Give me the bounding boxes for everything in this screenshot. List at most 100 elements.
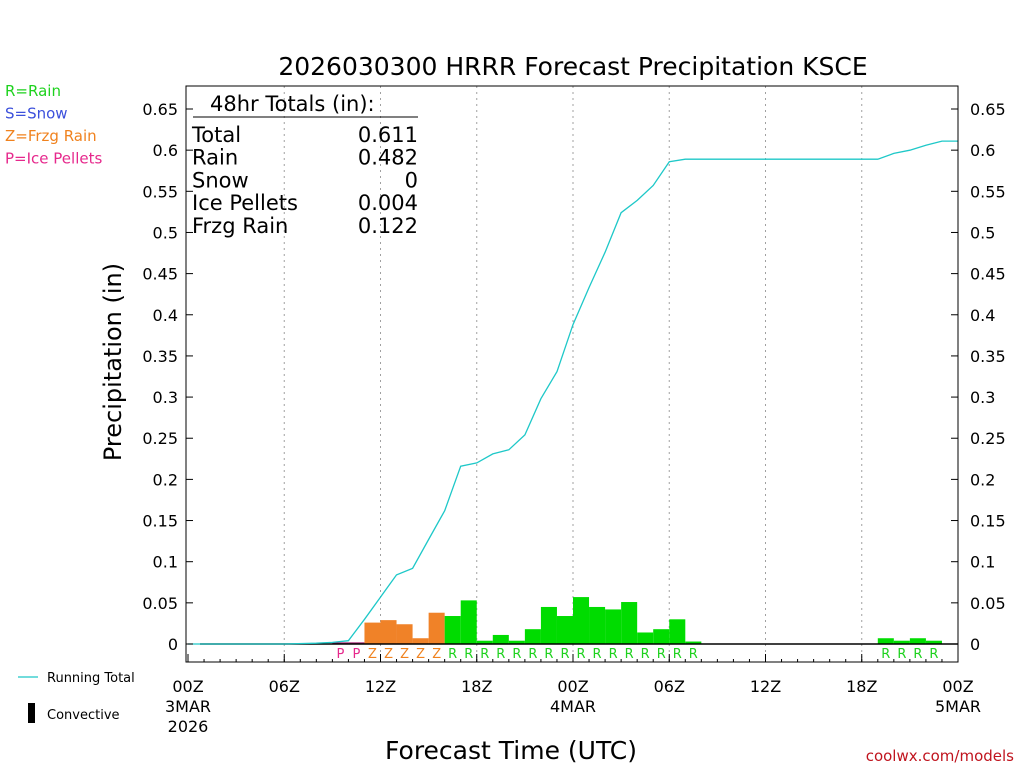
x-tick-date: 3MAR: [165, 697, 211, 716]
bottom-legend: Running Total Convective: [18, 671, 135, 723]
precip-type-code: R: [641, 647, 650, 662]
precip-type-code: P: [353, 647, 361, 662]
x-tick-label: 12Z: [750, 677, 781, 696]
precip-type-code: R: [657, 647, 666, 662]
type-legend-R: R=Rain: [5, 82, 61, 100]
x-tick-label: 18Z: [846, 677, 877, 696]
y-tick-label-left: 0.6: [153, 141, 178, 160]
convective-legend-swatch: [28, 703, 35, 723]
totals-row-label: Ice Pellets: [192, 191, 298, 215]
precip-type-code: Z: [416, 647, 425, 662]
precip-type-code: R: [593, 647, 602, 662]
totals-header: 48hr Totals (in):: [210, 92, 375, 116]
precip-bar: [621, 602, 638, 644]
precip-bar: [540, 606, 557, 644]
x-tick-year: 2026: [168, 717, 209, 736]
y-tick-label-right: 0.55: [970, 182, 1006, 201]
precip-bar: [877, 638, 894, 644]
precip-type-code: R: [464, 647, 473, 662]
plot-frame: [185, 85, 959, 663]
precip-type-code: R: [881, 647, 890, 662]
y-tick-label-left: 0.45: [142, 265, 178, 284]
totals-row-value: 0.004: [358, 191, 418, 215]
y-tick-label-right: 0.15: [970, 512, 1006, 531]
y-tick-label-right: 0.05: [970, 594, 1006, 613]
precip-bar: [412, 638, 429, 644]
y-tick-label-right: 0.4: [970, 306, 995, 325]
precip-bar: [573, 597, 590, 644]
precip-bar: [685, 641, 702, 644]
type-legend-P: P=Ice Pellets: [5, 150, 102, 168]
precip-bar: [460, 600, 477, 644]
y-tick-label-left: 0.65: [142, 100, 178, 119]
y-axis-right: 0 0.05 0.1 0.15 0.2 0.25 0.3 0.35 0.4 0.45 0.5 0.55…: [951, 100, 1006, 654]
y-tick-label-right: 0.35: [970, 347, 1006, 366]
chart-title: 2026030300 HRRR Forecast Precipitation K…: [278, 52, 867, 81]
y-tick-label-left: 0: [168, 635, 178, 654]
y-axis-label: Precipitation (in): [99, 263, 127, 461]
totals-row-value: 0.482: [358, 146, 418, 170]
precip-type-code: R: [673, 647, 682, 662]
x-tick-label: 00Z: [172, 677, 203, 696]
x-tick-label: 18Z: [461, 677, 492, 696]
y-tick-label-left: 0.2: [153, 470, 178, 489]
x-tick-label: 00Z: [557, 677, 588, 696]
y-tick-label-right: 0.6: [970, 141, 995, 160]
totals-row-value: 0: [405, 168, 418, 192]
precip-bar: [925, 640, 942, 644]
y-tick-label-left: 0.35: [142, 347, 178, 366]
y-tick-label-left: 0.25: [142, 429, 178, 448]
precip-bar: [396, 624, 413, 644]
x-tick-label: 12Z: [365, 677, 396, 696]
totals-row-label: Frzg Rain: [192, 214, 288, 238]
x-tick-label: 00Z: [942, 677, 973, 696]
y-tick-label-right: 0: [970, 635, 980, 654]
precip-bar: [492, 634, 509, 644]
precip-bar: [444, 616, 461, 644]
precip-bar: [476, 640, 493, 644]
totals-row-value: 0.611: [358, 123, 418, 147]
precip-bar: [893, 640, 910, 644]
site-credit: coolwx.com/models: [866, 747, 1014, 765]
precip-bar: [380, 620, 397, 644]
precip-type-code: R: [625, 647, 634, 662]
y-tick-label-right: 0.3: [970, 388, 995, 407]
precip-bar: [332, 642, 349, 644]
y-tick-label-right: 0.65: [970, 100, 1006, 119]
y-tick-label-left: 0.3: [153, 388, 178, 407]
precip-bar: [348, 642, 365, 644]
precip-bar: [428, 612, 445, 644]
x-tick-label: 06Z: [269, 677, 300, 696]
precip-bar: [556, 616, 573, 644]
y-tick-label-right: 0.25: [970, 429, 1006, 448]
y-axis-left: 0 0.05 0.1 0.15 0.2 0.25 0.3 0.35 0.4 0.45 0.5 0.55…: [142, 100, 193, 654]
precip-type-code: Z: [368, 647, 377, 662]
precip-bar: [909, 638, 926, 644]
y-tick-label-left: 0.15: [142, 512, 178, 531]
precip-bar: [508, 640, 525, 644]
precip-bar: [669, 619, 686, 644]
y-tick-label-left: 0.4: [153, 306, 178, 325]
running-total-legend-label: Running Total: [47, 671, 135, 686]
x-tick-date: 4MAR: [550, 697, 596, 716]
y-tick-label-left: 0.5: [153, 223, 178, 242]
totals-box: 48hr Totals (in): Total 0.611 Rain 0.482 Snow…: [191, 92, 418, 238]
precip-type-code: R: [689, 647, 698, 662]
totals-row-label: Rain: [192, 146, 238, 170]
precip-bar: [637, 632, 654, 644]
x-tick-label: 06Z: [654, 677, 685, 696]
precip-type-code: R: [528, 647, 537, 662]
precip-type-legend: R=Rain S=Snow Z=Frzg Rain P=Ice Pellets: [5, 82, 102, 168]
totals-row-value: 0.122: [358, 214, 418, 238]
precip-type-code: Z: [384, 647, 393, 662]
y-tick-label-left: 0.05: [142, 594, 178, 613]
y-tick-label-left: 0.1: [153, 553, 178, 572]
precip-type-code: R: [609, 647, 618, 662]
precip-type-code: R: [913, 647, 922, 662]
y-tick-label-right: 0.1: [970, 553, 995, 572]
y-tick-label-right: 0.45: [970, 265, 1006, 284]
precip-bar: [364, 622, 381, 644]
plot-border: [185, 85, 959, 663]
